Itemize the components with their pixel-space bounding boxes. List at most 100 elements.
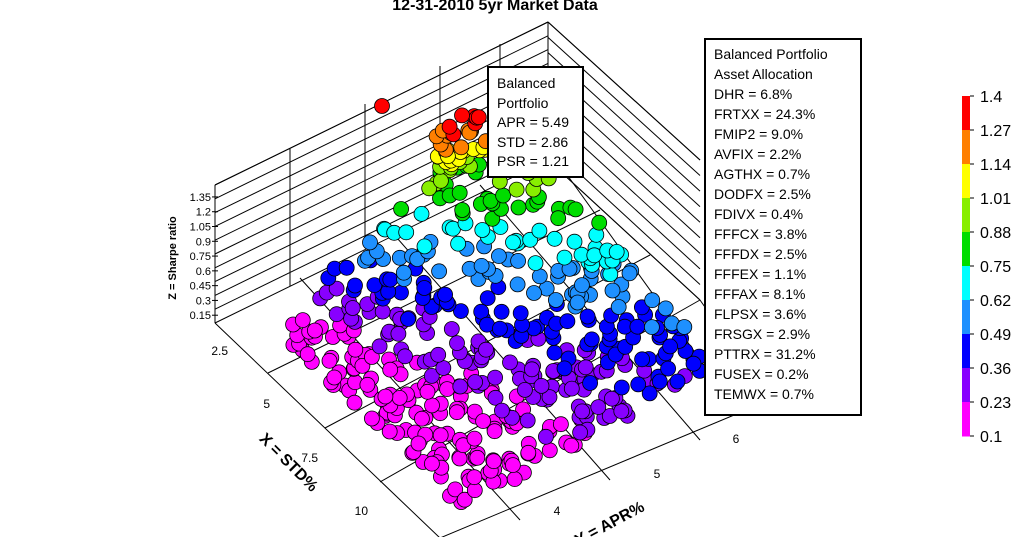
- data-point: [486, 423, 503, 440]
- data-point: [413, 205, 430, 222]
- data-point: [469, 449, 486, 466]
- data-point: [604, 390, 620, 407]
- colorbar-segment: [962, 402, 970, 437]
- data-point: [563, 437, 580, 454]
- data-point: [478, 341, 494, 358]
- z-axis-ticks: 0.15 0.3 0.45 0.6 0.75 0.9 1.05 1.2 1.35: [190, 192, 218, 322]
- data-point: [447, 481, 464, 498]
- data-point: [487, 389, 504, 406]
- data-point: [294, 312, 311, 329]
- data-point: [453, 139, 470, 156]
- allocation-item: FRSGX = 2.9%: [714, 326, 811, 342]
- data-point: [474, 222, 491, 238]
- data-point: [344, 300, 361, 316]
- data-point: [451, 184, 468, 201]
- data-point: [669, 373, 686, 390]
- allocation-item: AVFIX = 2.2%: [714, 146, 802, 162]
- y-axis-ticks: 4 5 6: [554, 432, 740, 518]
- data-point: [524, 361, 540, 378]
- colorbar-label: 0.88: [980, 225, 1011, 242]
- balanced-portfolio-stats-box: Balanced Portfolio APR = 5.49 STD = 2.86…: [487, 66, 584, 178]
- data-point: [559, 313, 576, 330]
- colorbar-segment: [962, 334, 970, 369]
- z-tick-label: 1.2: [196, 207, 211, 219]
- data-point: [546, 230, 563, 247]
- floor-gridline: [267, 209, 601, 374]
- data-point: [574, 403, 590, 420]
- side-wall-gridline: [547, 21, 701, 161]
- data-point: [533, 377, 550, 394]
- data-point: [541, 442, 558, 459]
- data-point: [413, 410, 430, 427]
- data-point: [454, 202, 471, 218]
- data-point: [506, 471, 523, 488]
- data-point: [393, 201, 410, 217]
- colorbar-segment: [962, 130, 970, 165]
- data-point: [473, 257, 490, 274]
- data-point: [400, 311, 416, 327]
- data-point: [395, 264, 412, 281]
- data-point: [505, 234, 521, 251]
- data-point: [610, 299, 627, 315]
- data-point: [299, 346, 316, 363]
- data-point: [391, 389, 408, 406]
- data-point: [641, 385, 658, 402]
- z-tick-label: 1.35: [190, 192, 211, 204]
- colorbar-segment: [962, 368, 970, 403]
- colorbar-segment: [962, 96, 970, 131]
- colorbar-label: 1.01: [980, 191, 1011, 208]
- data-point: [520, 444, 537, 461]
- allocation-item: FFFCX = 3.8%: [714, 226, 807, 242]
- allocation-item: PTTRX = 31.2%: [714, 346, 816, 362]
- data-point: [377, 388, 394, 405]
- data-point: [508, 181, 525, 198]
- data-point: [382, 361, 399, 378]
- data-point: [470, 109, 487, 126]
- data-point: [527, 255, 544, 272]
- data-point: [590, 399, 607, 416]
- data-point: [466, 469, 483, 486]
- asset-allocation-box: Balanced Portfolio Asset Allocation DHR …: [704, 38, 862, 416]
- data-point: [451, 450, 468, 467]
- stats-psr: PSR = 1.21: [497, 153, 569, 169]
- data-point: [423, 367, 440, 384]
- data-point: [550, 210, 567, 227]
- frame-floor-front-edge: [214, 322, 440, 537]
- data-point: [660, 360, 676, 377]
- data-point: [685, 355, 702, 372]
- data-point: [517, 381, 533, 398]
- stats-title-line1: Balanced: [497, 75, 556, 91]
- y-axis-label: Y = APR%: [572, 499, 647, 537]
- side-wall-gridline: [547, 36, 701, 176]
- data-point: [487, 369, 504, 386]
- data-point: [531, 222, 548, 239]
- x-tick-label: 10: [355, 504, 369, 518]
- data-point: [410, 435, 427, 452]
- allocation-title-line2: Asset Allocation: [714, 66, 813, 82]
- data-point: [563, 380, 580, 397]
- data-point: [577, 359, 594, 376]
- data-point: [466, 430, 483, 447]
- z-tick-label: 0.15: [190, 310, 211, 322]
- data-point: [493, 402, 510, 419]
- data-point: [582, 375, 598, 391]
- allocation-item: AGTHX = 0.7%: [714, 166, 811, 182]
- allocation-item: FFFAX = 8.1%: [714, 286, 806, 302]
- colorbar-segment: [962, 164, 970, 199]
- data-point: [475, 413, 492, 430]
- data-point: [416, 238, 433, 255]
- x-tick-label: 5: [263, 397, 270, 411]
- colorbar-segment: [962, 198, 970, 233]
- data-point: [362, 234, 378, 251]
- data-point: [510, 252, 526, 269]
- colorbar-label: 0.49: [980, 327, 1011, 344]
- data-point: [553, 416, 569, 433]
- z-tick-label: 0.45: [190, 281, 211, 293]
- stats-apr: APR = 5.49: [497, 114, 569, 130]
- data-point: [439, 381, 456, 398]
- colorbar-label: 1.14: [980, 157, 1011, 174]
- data-point: [567, 201, 584, 218]
- data-point: [613, 379, 630, 396]
- data-point: [432, 427, 449, 444]
- data-point: [479, 290, 496, 307]
